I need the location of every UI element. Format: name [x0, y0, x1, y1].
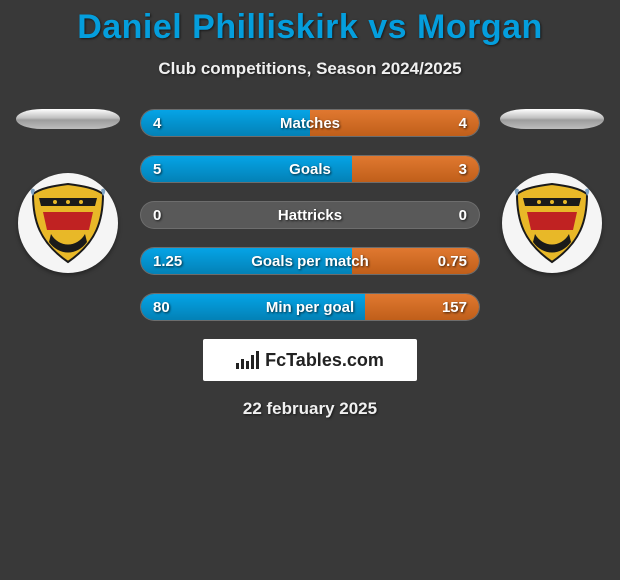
stat-label: Goals per match: [251, 253, 369, 270]
stat-row-hattricks: 0 Hattricks 0: [140, 201, 480, 229]
stat-left-value: 4: [153, 115, 161, 132]
player-right-column: [498, 109, 606, 273]
stat-label: Min per goal: [266, 299, 354, 316]
stat-left-value: 1.25: [153, 253, 182, 270]
subtitle: Club competitions, Season 2024/2025: [0, 59, 620, 79]
stat-left-value: 0: [153, 207, 161, 224]
stat-row-goals: 5 Goals 3: [140, 155, 480, 183]
stat-right-value: 157: [442, 299, 467, 316]
page-title: Daniel Philliskirk vs Morgan: [0, 8, 620, 47]
bar-chart-icon: [236, 351, 259, 369]
flag-left-icon: [16, 109, 120, 129]
stat-right-value: 4: [459, 115, 467, 132]
southport-crest-icon: [29, 182, 107, 264]
stat-left-value: 5: [153, 161, 161, 178]
widget-container: Daniel Philliskirk vs Morgan Club compet…: [0, 0, 620, 419]
stat-row-goals-per-match: 1.25 Goals per match 0.75: [140, 247, 480, 275]
stat-label: Hattricks: [278, 207, 342, 224]
stat-label: Goals: [289, 161, 331, 178]
flag-right-icon: [500, 109, 604, 129]
stat-right-value: 3: [459, 161, 467, 178]
brand-text: FcTables.com: [265, 350, 384, 371]
stat-row-matches: 4 Matches 4: [140, 109, 480, 137]
stat-row-min-per-goal: 80 Min per goal 157: [140, 293, 480, 321]
player-left-column: [14, 109, 122, 273]
fctables-link[interactable]: FcTables.com: [203, 339, 417, 381]
stat-left-value: 80: [153, 299, 170, 316]
club-badge-left: [18, 173, 118, 273]
stats-column: 4 Matches 4 5 Goals 3 0 Hattricks 0: [140, 109, 480, 321]
stat-label: Matches: [280, 115, 340, 132]
stat-right-value: 0.75: [438, 253, 467, 270]
stat-right-value: 0: [459, 207, 467, 224]
club-badge-right: [502, 173, 602, 273]
content-row: 4 Matches 4 5 Goals 3 0 Hattricks 0: [0, 109, 620, 321]
southport-crest-icon: [513, 182, 591, 264]
date-text: 22 february 2025: [0, 399, 620, 419]
